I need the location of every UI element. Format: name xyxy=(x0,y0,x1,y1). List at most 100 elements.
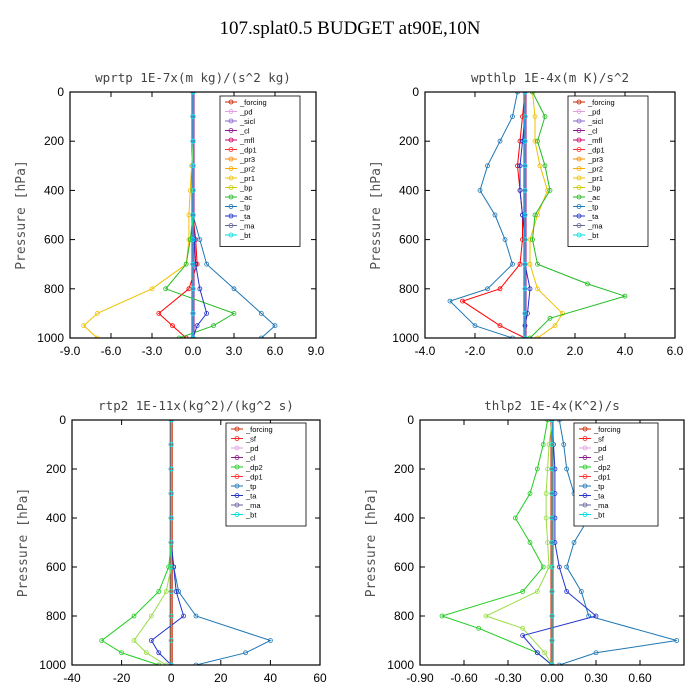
legend-entry: _bt xyxy=(245,511,257,520)
data-point xyxy=(460,298,465,304)
data-point xyxy=(193,662,199,665)
data-point xyxy=(540,564,546,570)
legend-marker xyxy=(234,445,240,451)
legend-entry: _bp xyxy=(587,184,601,193)
legend-marker xyxy=(228,223,234,228)
legend-marker xyxy=(576,185,582,190)
data-point xyxy=(163,662,169,665)
data-point xyxy=(99,638,105,643)
x-tick-label: 40 xyxy=(264,671,278,685)
data-point xyxy=(556,420,562,423)
legend-marker xyxy=(228,156,234,162)
legend-marker xyxy=(234,493,240,498)
legend-marker xyxy=(576,118,582,124)
legend-entry: _mfl xyxy=(239,136,255,145)
series-line-ta xyxy=(521,420,598,665)
legend-entry: _pd xyxy=(587,108,601,117)
data-point xyxy=(542,163,548,169)
plot-frame xyxy=(69,91,317,339)
legend-marker xyxy=(582,445,588,451)
legend-marker xyxy=(228,194,234,200)
legend-marker xyxy=(576,137,582,143)
data-point xyxy=(143,650,149,656)
legend-marker xyxy=(234,426,240,432)
y-tick-label: 1000 xyxy=(392,331,419,345)
data-point xyxy=(622,293,628,299)
data-point xyxy=(535,286,540,292)
plot-frame xyxy=(424,91,676,339)
legend-marker xyxy=(228,204,234,209)
series-line-ac xyxy=(529,92,627,338)
y-tick-label: 0 xyxy=(57,85,64,99)
y-tick-label: 400 xyxy=(46,511,66,525)
y-tick-label: 1000 xyxy=(387,658,414,672)
legend-entry: _forcing xyxy=(245,425,273,434)
panel-wprtp: wprtp 1E-7x(m kg)/(s^2 kg) Pressure [hPa]… xyxy=(14,70,325,358)
y-axis-label: Pressure [hPa] xyxy=(14,160,29,270)
y-tick-label: 400 xyxy=(399,183,419,197)
data-point xyxy=(231,286,237,292)
y-axis-label: Pressure [hPa] xyxy=(16,488,31,598)
x-tick-label: 20 xyxy=(214,671,228,685)
data-point xyxy=(564,589,570,594)
data-point xyxy=(190,335,196,338)
data-point xyxy=(552,466,558,472)
data-point xyxy=(512,515,518,521)
legend-marker xyxy=(582,483,588,489)
data-point xyxy=(547,315,553,321)
legend-entry: _ac xyxy=(587,193,600,202)
legend-entry: _tp xyxy=(593,482,604,491)
data-point xyxy=(549,589,555,594)
data-point xyxy=(510,261,515,267)
data-point xyxy=(163,589,169,594)
data-point xyxy=(527,335,533,338)
y-axis-label: Pressure [hPa] xyxy=(369,160,384,270)
data-point xyxy=(497,323,503,329)
figure-title: 107.splat0.5 BUDGET at90E,10N xyxy=(219,18,481,39)
legend-entry: _pr3 xyxy=(587,155,603,164)
y-tick-label: 0 xyxy=(412,85,419,99)
data-point xyxy=(522,212,528,218)
data-point xyxy=(522,114,528,119)
data-point xyxy=(543,515,549,521)
legend-entry: _ma xyxy=(593,501,609,510)
data-point xyxy=(527,261,533,267)
data-point xyxy=(81,323,87,329)
legend-entry: _tp xyxy=(245,482,256,491)
legend-entry: _sicl xyxy=(239,117,255,126)
legend-marker xyxy=(234,474,240,479)
data-point xyxy=(510,335,515,338)
y-tick-label: 600 xyxy=(394,560,414,574)
data-point xyxy=(549,491,555,496)
legend-entry: _bt xyxy=(593,511,605,520)
x-tick-label: -0.60 xyxy=(450,671,478,685)
data-point xyxy=(549,662,555,665)
data-point xyxy=(564,466,570,472)
series-line-tp xyxy=(449,92,518,338)
legend-marker xyxy=(234,512,240,517)
series-group xyxy=(447,92,628,338)
x-tick-label: 3.0 xyxy=(226,344,243,358)
data-point xyxy=(477,187,483,193)
data-point xyxy=(547,187,553,193)
legend-marker xyxy=(576,232,582,238)
data-point xyxy=(190,261,196,267)
legend-marker xyxy=(576,194,582,200)
legend-entry: _forcing xyxy=(587,98,615,107)
x-tick-label: -0.90 xyxy=(406,671,434,685)
data-point xyxy=(517,187,523,193)
data-point xyxy=(190,163,196,169)
data-point xyxy=(94,335,100,338)
panel-title: thlp2 1E-4x(K^2)/s xyxy=(484,398,619,413)
series-group xyxy=(99,420,273,665)
data-point xyxy=(593,650,599,656)
data-point xyxy=(522,261,528,267)
data-point xyxy=(546,442,552,447)
data-point xyxy=(476,625,482,631)
series-line-pr1 xyxy=(82,92,194,338)
x-tick-label: 2.0 xyxy=(567,344,584,358)
legend-entry: _ta xyxy=(587,212,599,221)
data-point xyxy=(492,212,498,218)
legend-entry: _ac xyxy=(239,193,252,202)
data-point xyxy=(510,114,515,119)
